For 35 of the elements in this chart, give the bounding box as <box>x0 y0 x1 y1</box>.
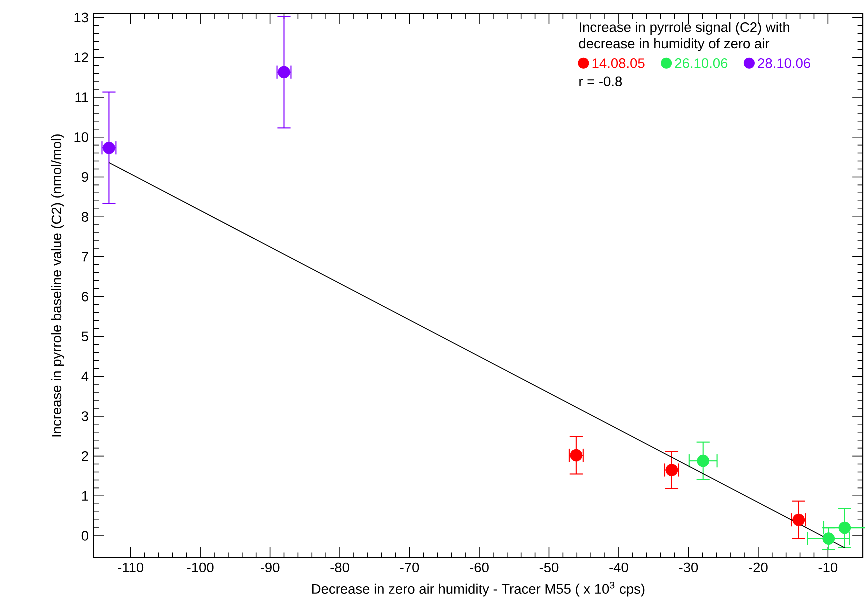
x-tick-label: -100 <box>187 562 214 573</box>
x-axis-title: Decrease in zero air humidity - Tracer M55 ( x 10$^{3}$ cps) <box>312 582 645 597</box>
point <box>838 522 852 534</box>
x-tick-label: -40 <box>610 562 628 573</box>
x-tick-label: -50 <box>540 562 559 573</box>
y-tick-label: 9 <box>82 172 88 182</box>
x-tick-label: -60 <box>470 562 489 573</box>
y-tick-label: 6 <box>82 292 88 302</box>
legend-title: Increase in pyrrole signal (C2) with decrease in humidity of zero air <box>579 22 790 52</box>
y-tick-label: 2 <box>82 451 88 462</box>
legend-label: 14.08.05 <box>592 58 645 68</box>
y-tick-label: 12 <box>74 52 88 62</box>
y-tick-label: 13 <box>74 12 88 23</box>
x-tick-label: -110 <box>118 562 144 573</box>
x-tick-label: -90 <box>260 562 280 573</box>
y-tick-label: 5 <box>82 332 88 342</box>
annotation: r = -0.8 <box>580 76 622 86</box>
y-tick-label: 7 <box>82 252 88 262</box>
y-tick-label: 0 <box>82 531 88 541</box>
y-tick-label: 11 <box>76 92 88 102</box>
y-tick-label: 3 <box>82 412 88 422</box>
x-tick-label: -20 <box>749 562 768 573</box>
y-tick-label: 1 <box>82 491 88 501</box>
x-tick-label: -30 <box>679 562 698 573</box>
legend-label: 28.10.06 <box>758 58 810 68</box>
legend-label: 26.10.06 <box>675 58 728 68</box>
x-tick-label: -70 <box>400 562 420 573</box>
y-axis-title: Increase in pyrrole baseline value (C2) (nmol/mol) <box>51 134 64 437</box>
y-tick-label: 8 <box>82 212 88 222</box>
point <box>822 532 836 545</box>
y-tick-label: 4 <box>82 372 89 382</box>
x-tick-label: -10 <box>818 562 838 573</box>
y-tick-label: 10 <box>74 132 88 142</box>
point <box>697 454 710 468</box>
x-tick-label: -80 <box>330 562 350 573</box>
